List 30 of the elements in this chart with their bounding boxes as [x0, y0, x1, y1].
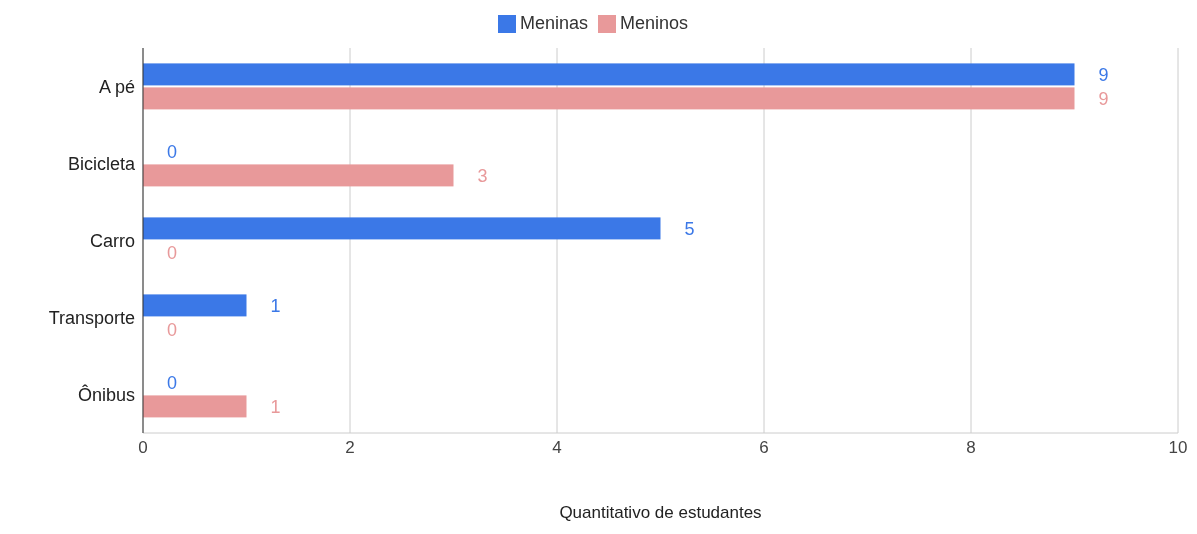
bar: [143, 294, 247, 317]
bar: [143, 164, 454, 187]
data-label: 0: [167, 242, 178, 263]
data-label: 9: [1098, 64, 1109, 85]
data-label: 5: [684, 218, 695, 239]
y-tick-label: Bicicleta: [67, 153, 136, 174]
x-tick-label: 0: [138, 438, 148, 458]
x-axis-title: Quantitativo de estudantes: [559, 503, 762, 522]
bar: [143, 63, 1075, 86]
data-label: 9: [1098, 88, 1109, 109]
y-tick-label: Carro: [89, 230, 135, 251]
x-tick-label: 8: [966, 438, 976, 458]
data-label: 1: [270, 295, 281, 316]
x-tick-label: 4: [552, 438, 562, 458]
bar: [143, 395, 247, 418]
bar: [143, 87, 1075, 110]
bar: [143, 217, 661, 240]
x-tick-label: 10: [1168, 438, 1188, 458]
data-label: 0: [167, 141, 178, 162]
data-label: 3: [477, 165, 488, 186]
data-label: 1: [270, 396, 281, 417]
y-tick-label: A pé: [98, 76, 135, 97]
x-tick-label: 2: [345, 438, 355, 458]
y-tick-label: Ônibus: [77, 383, 135, 405]
data-label: 0: [167, 372, 178, 393]
legend-label: Meninas: [519, 13, 588, 33]
y-tick-label: Transporte: [48, 307, 135, 328]
x-tick-label: 6: [759, 438, 769, 458]
data-label: 0: [167, 319, 178, 340]
legend-label: Meninos: [620, 13, 689, 33]
